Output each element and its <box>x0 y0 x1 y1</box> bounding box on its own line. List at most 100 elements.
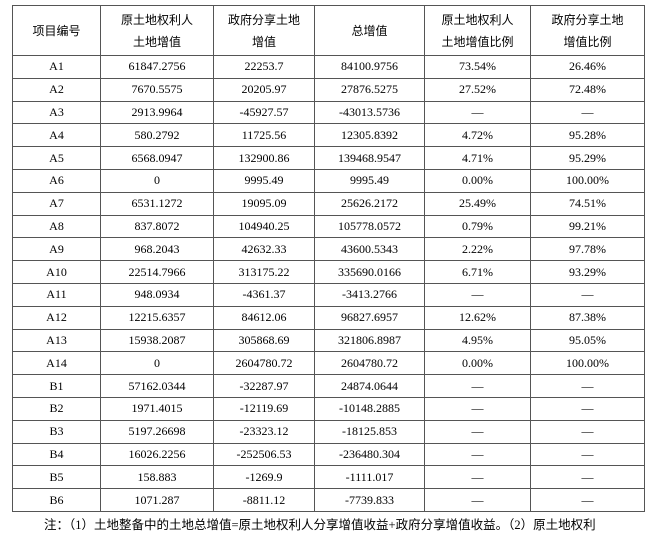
table-cell: 27876.5275 <box>314 77 425 102</box>
table-row: A5 6568.0947 132900.86 139468.9547 4.71% 95.2… <box>12 146 645 170</box>
table-cell: 2.22% <box>424 237 531 262</box>
table-cell: 2604780.72 <box>314 351 425 376</box>
table-cell: 15938.2087 <box>100 328 214 353</box>
table-cell: 97.78% <box>530 237 645 262</box>
table-cell: — <box>424 488 531 512</box>
table-cell: A5 <box>12 146 101 170</box>
table-cell: B6 <box>12 488 101 512</box>
table-cell: — <box>530 100 645 125</box>
table-cell: A9 <box>12 237 101 262</box>
table-cell: 95.29% <box>530 146 645 170</box>
table-row: A9 968.2043 42632.33 43600.5343 2.22% 97.78% <box>12 237 645 262</box>
table-cell: — <box>530 465 645 490</box>
table-cell: 12305.8392 <box>314 123 425 148</box>
table-cell: 4.71% <box>424 146 531 170</box>
table-cell: 96827.6957 <box>314 305 425 330</box>
table-cell: 335690.0166 <box>314 260 425 284</box>
header-line: 增值比例 <box>563 34 612 49</box>
table-cell: 27.52% <box>424 77 531 102</box>
table-row: B2 1971.4015 -12119.69 -10148.2885— — <box>12 396 645 421</box>
table-cell: A11 <box>12 282 101 307</box>
table-cell: 99.21% <box>530 214 645 239</box>
table-cell: 0.00% <box>424 351 531 376</box>
table-cell: 24874.0644 <box>314 374 425 398</box>
table-body: A1 61847.2756 22253.7 84100.9756 73.54% 26.46… <box>12 55 645 512</box>
table-cell: 57162.0344 <box>100 374 214 398</box>
table-row: A13 15938.2087 305868.69 321806.8987 4.95% 95… <box>12 328 645 353</box>
table-cell: — <box>424 282 531 307</box>
table-cell: A14 <box>12 351 101 376</box>
table-cell: 25.49% <box>424 191 531 216</box>
table-cell: 95.28% <box>530 123 645 148</box>
table-cell: 313175.22 <box>213 260 315 284</box>
table-cell: 0 <box>100 351 214 376</box>
footnote: 注：（1）土地整备中的土地总增值=原土地权利人分享增值收益+政府分享增值收益。（… <box>44 518 596 532</box>
table-cell: 1071.287 <box>100 488 214 512</box>
table-cell: A8 <box>12 214 101 239</box>
table-cell: B5 <box>12 465 101 490</box>
table-cell: 132900.86 <box>213 146 315 170</box>
table-row: A8 837.8072 104940.25 105778.0572 0.79% 99.21… <box>12 214 645 239</box>
header-cell: 原土地权利人 土地增值 <box>100 5 214 56</box>
table-cell: -32287.97 <box>213 374 315 398</box>
table-cell: 0.79% <box>424 214 531 239</box>
table-cell: 9995.49 <box>213 168 315 193</box>
header-line: 土地增值比例 <box>441 34 514 49</box>
table-cell: 5197.26698 <box>100 419 214 444</box>
table-cell: 6.71% <box>424 260 531 284</box>
table-cell: B3 <box>12 419 101 444</box>
table-cell: -1111.017 <box>314 465 425 490</box>
table-cell: 74.51% <box>530 191 645 216</box>
table-row: A3 2913.9964 -45927.57 -43013.5736— — <box>12 100 645 125</box>
table-cell: — <box>530 396 645 421</box>
table-row: B4 16026.2256 -252506.53 -236480.304— — <box>12 442 645 467</box>
header-line: 原土地权利人 <box>441 12 514 27</box>
table-cell: 1971.4015 <box>100 396 214 421</box>
table-row: A14 0 2604780.72 2604780.72 0.00% 100.00% <box>12 351 645 376</box>
table-cell: 20205.97 <box>213 77 315 102</box>
table-cell: 22253.7 <box>213 55 315 79</box>
table-cell: — <box>530 282 645 307</box>
table-cell: — <box>530 488 645 512</box>
table-cell: 95.05% <box>530 328 645 353</box>
table-cell: 968.2043 <box>100 237 214 262</box>
table-cell: A4 <box>12 123 101 148</box>
table-cell: -1269.9 <box>213 465 315 490</box>
table-cell: 25626.2172 <box>314 191 425 216</box>
table-cell: 4.72% <box>424 123 531 148</box>
table-cell: 158.883 <box>100 465 214 490</box>
table-cell: 22514.7966 <box>100 260 214 284</box>
table-cell: 948.0934 <box>100 282 214 307</box>
table-cell: 7670.5575 <box>100 77 214 102</box>
table-cell: 19095.09 <box>213 191 315 216</box>
table-cell: -10148.2885 <box>314 396 425 421</box>
table-cell: 16026.2256 <box>100 442 214 467</box>
table-row: A1 61847.2756 22253.7 84100.9756 73.54% 26.46… <box>12 55 645 79</box>
table-cell: 321806.8987 <box>314 328 425 353</box>
table-cell: 0.00% <box>424 168 531 193</box>
table-cell: -23323.12 <box>213 419 315 444</box>
table-row: B3 5197.26698 -23323.12 -18125.853— — <box>12 419 645 444</box>
header-cell: 项目编号 <box>12 5 101 56</box>
header-line: 原土地权利人 <box>120 12 193 27</box>
table-cell: -236480.304 <box>314 442 425 467</box>
table-cell: 2913.9964 <box>100 100 214 125</box>
header-line: 政府分享土地 <box>551 12 624 27</box>
table-cell: 139468.9547 <box>314 146 425 170</box>
table-cell: -3413.2766 <box>314 282 425 307</box>
table-cell: 93.29% <box>530 260 645 284</box>
table-cell: 84100.9756 <box>314 55 425 79</box>
table-cell: -4361.37 <box>213 282 315 307</box>
table-cell: — <box>424 100 531 125</box>
header-cell: 政府分享土地 增值比例 <box>530 5 645 56</box>
table-cell: 100.00% <box>530 351 645 376</box>
table-cell: 837.8072 <box>100 214 214 239</box>
header-cell: 原土地权利人 土地增值比例 <box>424 5 531 56</box>
table-cell: A10 <box>12 260 101 284</box>
header-line: 政府分享土地 <box>227 12 300 27</box>
table-cell: 9995.49 <box>314 168 425 193</box>
table-cell: — <box>530 442 645 467</box>
table-cell: 73.54% <box>424 55 531 79</box>
table-row: A4 580.2792 11725.56 12305.8392 4.72% 95.28% <box>12 123 645 148</box>
